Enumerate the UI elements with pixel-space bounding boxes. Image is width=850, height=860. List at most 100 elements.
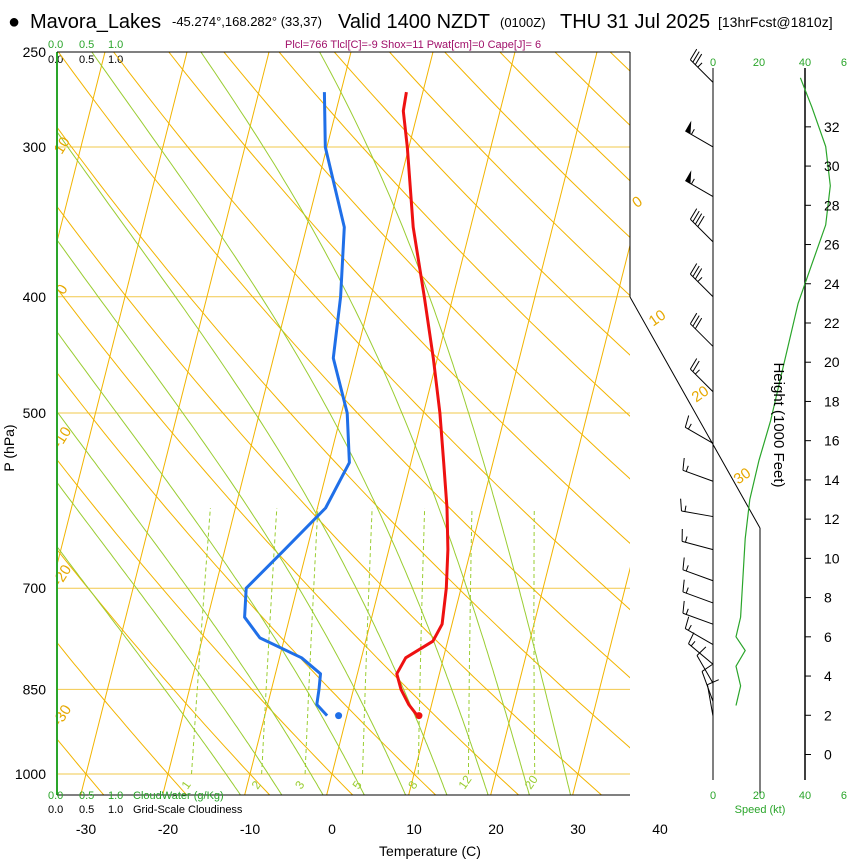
wind-barb <box>684 616 714 646</box>
wind-barb-staff <box>682 469 714 482</box>
top-cloudiness-tick: 1.0 <box>108 54 123 66</box>
height-tick: 0 <box>824 747 832 763</box>
temperature-axis-label: Temperature (C) <box>379 843 481 859</box>
wind-barb-flag <box>682 600 685 614</box>
wind-barb <box>680 498 714 518</box>
wind-speed-line <box>735 77 831 706</box>
dry-adiabat <box>57 52 630 679</box>
isotherm-line <box>490 243 630 795</box>
isotherm-label: 20 <box>689 383 712 406</box>
mixing-ratio-line <box>362 507 373 775</box>
mixing-ratio-label: 5 <box>350 778 365 792</box>
thermo-grid <box>57 31 850 800</box>
isotherm-line <box>408 52 598 795</box>
wind-barb-flag <box>684 616 690 629</box>
wind-barb-staff <box>690 368 714 393</box>
wind-barb-flag <box>688 632 695 644</box>
temperature-axis: -30 -20 -10 0 10 20 30 40 <box>76 821 668 837</box>
speed-tick-bottom: 40 <box>799 790 811 802</box>
temperature-profile <box>395 91 450 717</box>
wind-barb <box>682 579 714 604</box>
isotherm-label: 10 <box>646 307 669 330</box>
moist-adiabat <box>57 545 242 795</box>
dry-adiabat <box>168 52 630 544</box>
wind-barb-half-flag <box>685 587 689 594</box>
isotherm-line <box>326 52 516 795</box>
pressure-tick: 250 <box>23 44 47 60</box>
wind-barb-staff <box>688 643 714 665</box>
wind-barb-flag <box>692 210 700 223</box>
speed-axis-label: Speed (kt) <box>735 804 786 816</box>
moist-adiabat <box>319 52 572 795</box>
wind-barb-staff <box>681 540 714 551</box>
valid-date: THU 31 Jul 2025 <box>560 11 710 33</box>
wind-barb <box>682 457 714 482</box>
speed-axis-end-top: 6 <box>841 57 847 69</box>
height-tick: 22 <box>824 315 840 331</box>
wind-barb-flag <box>682 579 685 593</box>
height-tick: 12 <box>824 511 840 527</box>
wind-barb-flag <box>692 360 700 372</box>
wind-barb-flag <box>684 415 690 428</box>
wind-barb-flag <box>680 498 682 512</box>
isotherm-label: 30 <box>731 465 754 488</box>
wind-barb-flag <box>707 679 719 686</box>
speed-tick-top: 40 <box>799 57 811 69</box>
height-tick: 18 <box>824 393 840 409</box>
wind-panel <box>712 68 806 780</box>
speed-tick-top: 0 <box>710 57 716 69</box>
cloudiness-label: Grid-Scale Cloudiness <box>133 804 243 816</box>
pressure-tick: 300 <box>23 139 47 155</box>
dry-adiabat <box>57 126 630 749</box>
height-tick: 2 <box>824 707 832 723</box>
dry-adiabat <box>554 52 630 126</box>
stability-indices: Plcl=766 Tlcl[C]=-9 Shox=11 Pwat[cm]=0 C… <box>285 39 541 51</box>
pressure-tick: 400 <box>23 289 47 305</box>
wind-barb-staff <box>685 628 714 646</box>
wind-barb-half-flag <box>685 565 689 572</box>
mixing-ratio-labels: 1 2 3 5 8 12 20 <box>179 772 541 791</box>
wind-barb <box>682 600 714 625</box>
surface-dewpoint-marker <box>335 712 343 720</box>
wind-barb-staff <box>685 130 714 148</box>
cloud-water-tick: 0.5 <box>79 790 94 802</box>
wind-barb-flag <box>701 664 713 672</box>
wind-barb-flag <box>694 213 703 225</box>
temperature-tick: 30 <box>570 821 586 837</box>
wind-barb-flag <box>689 208 698 220</box>
moist-adiabat <box>57 331 365 795</box>
speed-axis-end-bottom: 6 <box>841 790 847 802</box>
wind-barb <box>706 679 719 717</box>
forecast-info: [13hrFcst@1810z] <box>718 14 833 30</box>
wind-barb-staff <box>685 426 714 444</box>
wind-barb-half-flag <box>690 641 696 647</box>
wind-barb <box>681 528 714 551</box>
isotherm-line <box>57 52 188 567</box>
wind-barb <box>685 170 714 198</box>
wind-barb <box>684 415 714 444</box>
isotherm-line <box>654 31 849 800</box>
wind-barb-half-flag <box>684 505 687 512</box>
isotherm-line <box>162 52 352 795</box>
pressure-axis: 250 300 400 500 700 850 1000 <box>15 44 46 782</box>
dry-adiabat <box>57 548 271 795</box>
mixing-ratio-label: 2 <box>249 778 264 792</box>
dry-adiabat <box>752 31 850 800</box>
wind-barb-pennant <box>685 120 692 134</box>
isotherm-label: -30 <box>49 702 75 729</box>
wind-barb-flag <box>694 317 703 330</box>
isotherm-line <box>80 52 270 795</box>
temperature-tick: -10 <box>240 821 260 837</box>
utc-time: (0100Z) <box>500 15 546 30</box>
wind-barb-flag <box>682 457 685 471</box>
height-tick: 20 <box>824 354 840 370</box>
wind-barb-staff <box>682 591 714 604</box>
cloud-water-tick: 1.0 <box>108 790 123 802</box>
mixing-ratio-label: 12 <box>455 772 474 791</box>
height-tick: 14 <box>824 472 840 488</box>
dry-adiabat <box>57 458 354 795</box>
top-cloud-water-tick: 0.0 <box>48 39 63 51</box>
dry-adiabat <box>388 52 630 297</box>
